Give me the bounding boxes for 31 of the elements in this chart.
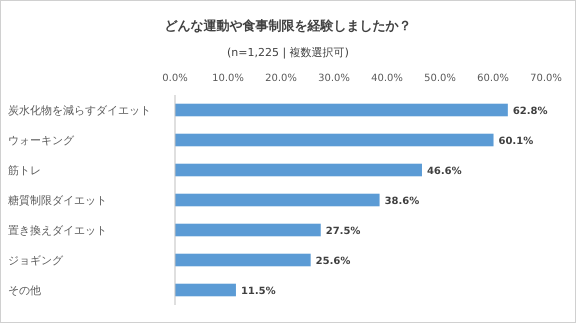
data-label: 62.8% bbox=[512, 106, 548, 117]
y-tick-label: 筋トレ bbox=[8, 164, 41, 177]
y-tick-label: ジョギング bbox=[8, 254, 64, 267]
data-label: 27.5% bbox=[326, 226, 360, 237]
bar bbox=[175, 224, 321, 236]
bar bbox=[175, 194, 380, 206]
x-tick-label: 10.0% bbox=[212, 73, 244, 84]
chart-subtitle: (n=1,225 | 複数選択可) bbox=[227, 46, 349, 59]
x-tick-label: 60.0% bbox=[477, 73, 509, 84]
data-label: 46.6% bbox=[426, 166, 462, 177]
x-tick-label: 30.0% bbox=[318, 73, 350, 84]
y-tick-label: 糖質制限ダイエット bbox=[8, 194, 107, 207]
y-tick-label: ウォーキング bbox=[8, 134, 75, 147]
bar bbox=[175, 164, 422, 176]
y-tick-label: その他 bbox=[8, 284, 41, 297]
x-tick-label: 20.0% bbox=[265, 73, 297, 84]
x-tick-label: 0.0% bbox=[162, 73, 188, 84]
x-tick-label: 40.0% bbox=[371, 73, 403, 84]
data-label: 11.5% bbox=[240, 286, 276, 297]
data-label: 25.6% bbox=[316, 256, 350, 267]
data-label: 60.1% bbox=[498, 136, 534, 147]
bar bbox=[175, 104, 508, 116]
bar bbox=[175, 254, 311, 266]
bar bbox=[175, 284, 236, 296]
x-tick-label: 70.0% bbox=[530, 73, 562, 84]
x-tick-label: 50.0% bbox=[424, 73, 456, 84]
y-tick-label: 炭水化物を減らすダイエット bbox=[8, 104, 151, 117]
chart-title: どんな運動や食事制限を経験しましたか？ bbox=[164, 19, 412, 34]
bar bbox=[175, 134, 494, 146]
y-tick-label: 置き換えダイエット bbox=[8, 224, 107, 237]
data-label: 38.6% bbox=[384, 196, 420, 207]
